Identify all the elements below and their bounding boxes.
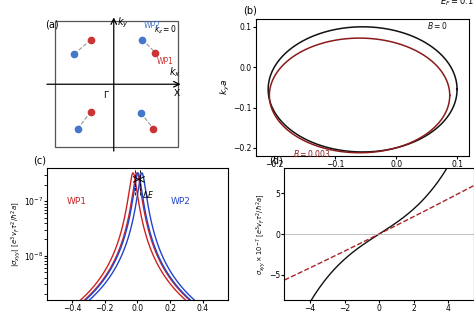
- Text: $\Delta E$: $\Delta E$: [142, 189, 154, 200]
- Text: WP2: WP2: [170, 197, 190, 206]
- Text: WP2: WP2: [144, 22, 161, 31]
- Text: WP1: WP1: [157, 57, 173, 66]
- Text: (b): (b): [243, 6, 257, 16]
- Text: $k_x$: $k_x$: [169, 66, 181, 79]
- Text: $k_y$: $k_y$: [118, 16, 129, 31]
- Text: X: X: [174, 89, 180, 98]
- Y-axis label: $k_y a$: $k_y a$: [219, 79, 232, 95]
- Text: WP1: WP1: [67, 197, 87, 206]
- Y-axis label: $\sigma_{xyy}\times10^{-7}\ [e^3v_F\tau^2/\hbar^2a]$: $\sigma_{xyy}\times10^{-7}\ [e^3v_F\tau^…: [254, 193, 268, 275]
- Text: $\Gamma$: $\Gamma$: [102, 89, 109, 100]
- Text: (a): (a): [46, 20, 59, 30]
- Text: $E_F=0.1$: $E_F=0.1$: [440, 0, 474, 8]
- X-axis label: $k_x a$: $k_x a$: [355, 171, 371, 183]
- Text: $k_z=0$: $k_z=0$: [154, 23, 177, 36]
- Y-axis label: $|\sigma_{xyy}|\ [e^3v_F\tau^2/\hbar^2a]$: $|\sigma_{xyy}|\ [e^3v_F\tau^2/\hbar^2a]…: [9, 201, 23, 267]
- Text: (d): (d): [269, 156, 283, 166]
- Text: $B=0.003$: $B=0.003$: [292, 148, 330, 159]
- Text: (c): (c): [33, 156, 46, 166]
- Text: $B=0$: $B=0$: [427, 20, 447, 31]
